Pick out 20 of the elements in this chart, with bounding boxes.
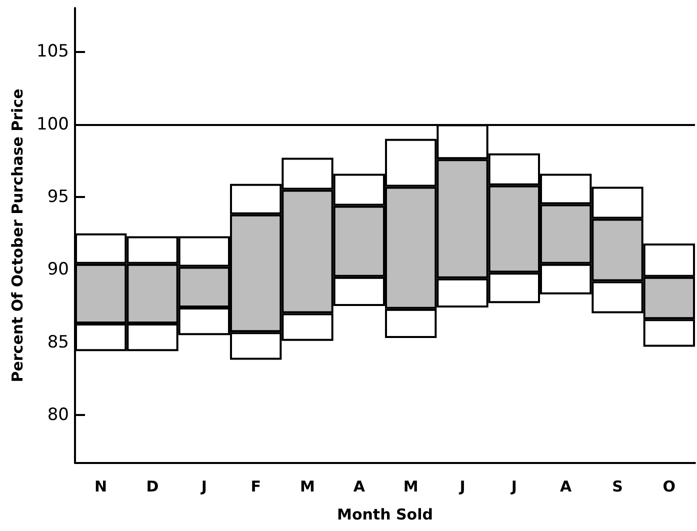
x-axis-title: Month Sold xyxy=(337,506,433,524)
y-tick-label: 85 xyxy=(47,332,69,352)
y-axis-title: Percent Of October Purchase Price xyxy=(8,88,26,382)
x-tick-label: D xyxy=(146,478,159,496)
y-tick-label: 90 xyxy=(47,260,69,280)
y-tick-label: 95 xyxy=(47,186,69,207)
x-tick-label: M xyxy=(403,478,418,496)
x-tick-label: N xyxy=(94,478,108,496)
y-tick-label: 100 xyxy=(36,114,69,134)
x-tick-label: M xyxy=(300,478,315,496)
x-tick-label: A xyxy=(353,478,366,496)
x-tick-label: J xyxy=(200,478,207,496)
x-tick-label: J xyxy=(510,478,517,496)
x-tick-label: O xyxy=(662,478,676,496)
x-tick-label: F xyxy=(250,478,261,496)
x-tick-label: J xyxy=(458,478,466,496)
x-tick-label: A xyxy=(560,478,572,496)
x-tick-label: S xyxy=(612,478,623,496)
y-tick-label: 80 xyxy=(47,405,69,426)
y-tick-label: 105 xyxy=(36,42,69,62)
